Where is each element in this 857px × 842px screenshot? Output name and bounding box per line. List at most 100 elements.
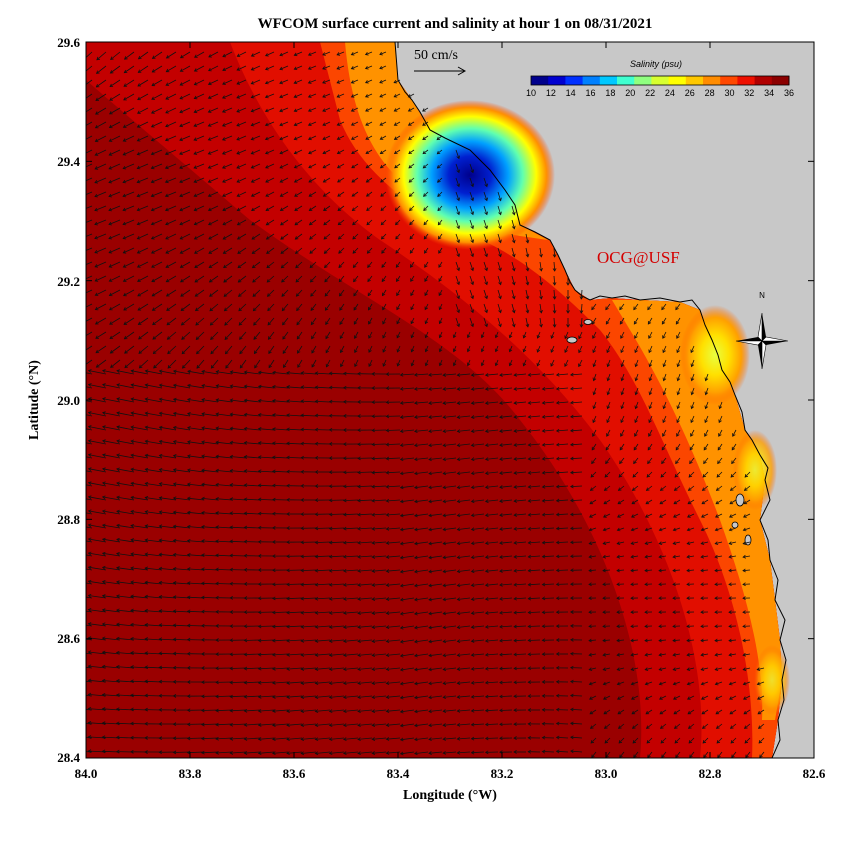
current-vector-head (511, 239, 516, 244)
current-vector-head (300, 596, 304, 601)
compass-arrow (735, 340, 763, 346)
current-vector-head (536, 335, 541, 339)
current-vector-head (658, 610, 662, 615)
current-vector-head (265, 179, 269, 183)
current-vector-head (81, 167, 84, 170)
current-vector-head (365, 150, 370, 154)
current-vector-head (300, 469, 304, 474)
current-vector-head (266, 279, 271, 283)
current-vector-head (300, 399, 304, 404)
current-vector-head (215, 624, 219, 628)
current-vector-head (541, 707, 546, 712)
current-vector (393, 79, 401, 84)
current-vector (86, 596, 93, 599)
current-vector-head (207, 95, 212, 99)
current-vector (339, 317, 345, 325)
current-vector-head (351, 207, 356, 211)
current-vector (542, 387, 555, 390)
current-vector (400, 401, 415, 404)
current-vector (499, 695, 513, 697)
current-vector-head (94, 152, 99, 156)
current-vector-head (379, 108, 384, 112)
current-vector (339, 289, 345, 297)
current-vector (329, 681, 345, 684)
colorbar-title: Salinity (psu) (630, 59, 682, 69)
current-vector-head (272, 441, 276, 446)
current-vector (536, 359, 541, 367)
current-vector-head (122, 138, 127, 142)
current-vector (556, 555, 569, 557)
current-vector-head (122, 152, 127, 156)
current-vector (179, 205, 191, 211)
current-vector (301, 400, 317, 403)
current-vector-head (399, 415, 404, 419)
current-vector (631, 499, 639, 505)
current-vector (729, 681, 737, 685)
current-vector (265, 135, 275, 140)
current-vector (457, 751, 471, 754)
current-vector (357, 695, 373, 698)
current-vector-head (385, 512, 390, 517)
current-vector-head (658, 696, 663, 700)
current-vector (424, 303, 429, 310)
current-vector (329, 597, 345, 600)
current-vector (457, 681, 471, 684)
current-vector-head (357, 442, 361, 447)
current-vector (553, 261, 556, 272)
current-vector-head (686, 696, 691, 700)
current-vector-head (617, 487, 622, 491)
current-vector-head (619, 320, 624, 325)
colorbar-tick-label: 18 (605, 88, 615, 98)
current-vector (322, 93, 331, 98)
current-vector (208, 163, 219, 169)
current-vector (237, 219, 247, 226)
current-vector (179, 107, 191, 113)
current-vector-head (742, 596, 746, 601)
current-vector (94, 177, 107, 184)
current-vector-head (172, 609, 177, 614)
current-vector (570, 387, 583, 390)
current-vector-head (222, 193, 226, 197)
current-vector-head (630, 596, 634, 601)
current-vector-head (686, 582, 690, 587)
current-vector-head (658, 638, 662, 643)
current-vector-head (590, 740, 595, 744)
current-vector (570, 527, 583, 529)
current-vector-head (130, 707, 134, 712)
current-vector-head (658, 541, 663, 545)
current-vector-head (164, 207, 169, 212)
current-vector (443, 387, 457, 390)
current-vector-head (152, 336, 157, 340)
current-vector (380, 163, 387, 169)
current-vector-head (541, 638, 546, 643)
current-vector-head (324, 307, 329, 311)
current-vector-head (297, 350, 301, 354)
current-vector (329, 709, 345, 712)
current-vector (351, 121, 359, 126)
current-vector-head (122, 193, 127, 198)
current-vector (301, 597, 317, 600)
current-vector (194, 93, 205, 99)
current-vector (130, 511, 149, 515)
current-vector (209, 289, 219, 297)
current-vector-head (689, 460, 693, 465)
current-vector-head (644, 638, 648, 643)
current-vector-head (744, 725, 748, 729)
current-vector (570, 429, 583, 432)
current-vector-head (484, 457, 489, 461)
current-vector (272, 667, 289, 670)
current-vector-head (539, 295, 543, 300)
current-vector (367, 275, 373, 282)
current-vector (455, 303, 460, 313)
current-vector (497, 233, 502, 243)
current-vector-head (243, 737, 248, 741)
current-vector (272, 442, 289, 445)
current-vector (336, 79, 345, 84)
current-vector-head (644, 696, 649, 700)
current-vector (511, 289, 515, 299)
current-vector-head (115, 721, 120, 726)
current-vector-head (428, 527, 432, 532)
current-vector (634, 429, 639, 437)
current-vector (702, 723, 709, 729)
current-vector-head (555, 596, 560, 601)
